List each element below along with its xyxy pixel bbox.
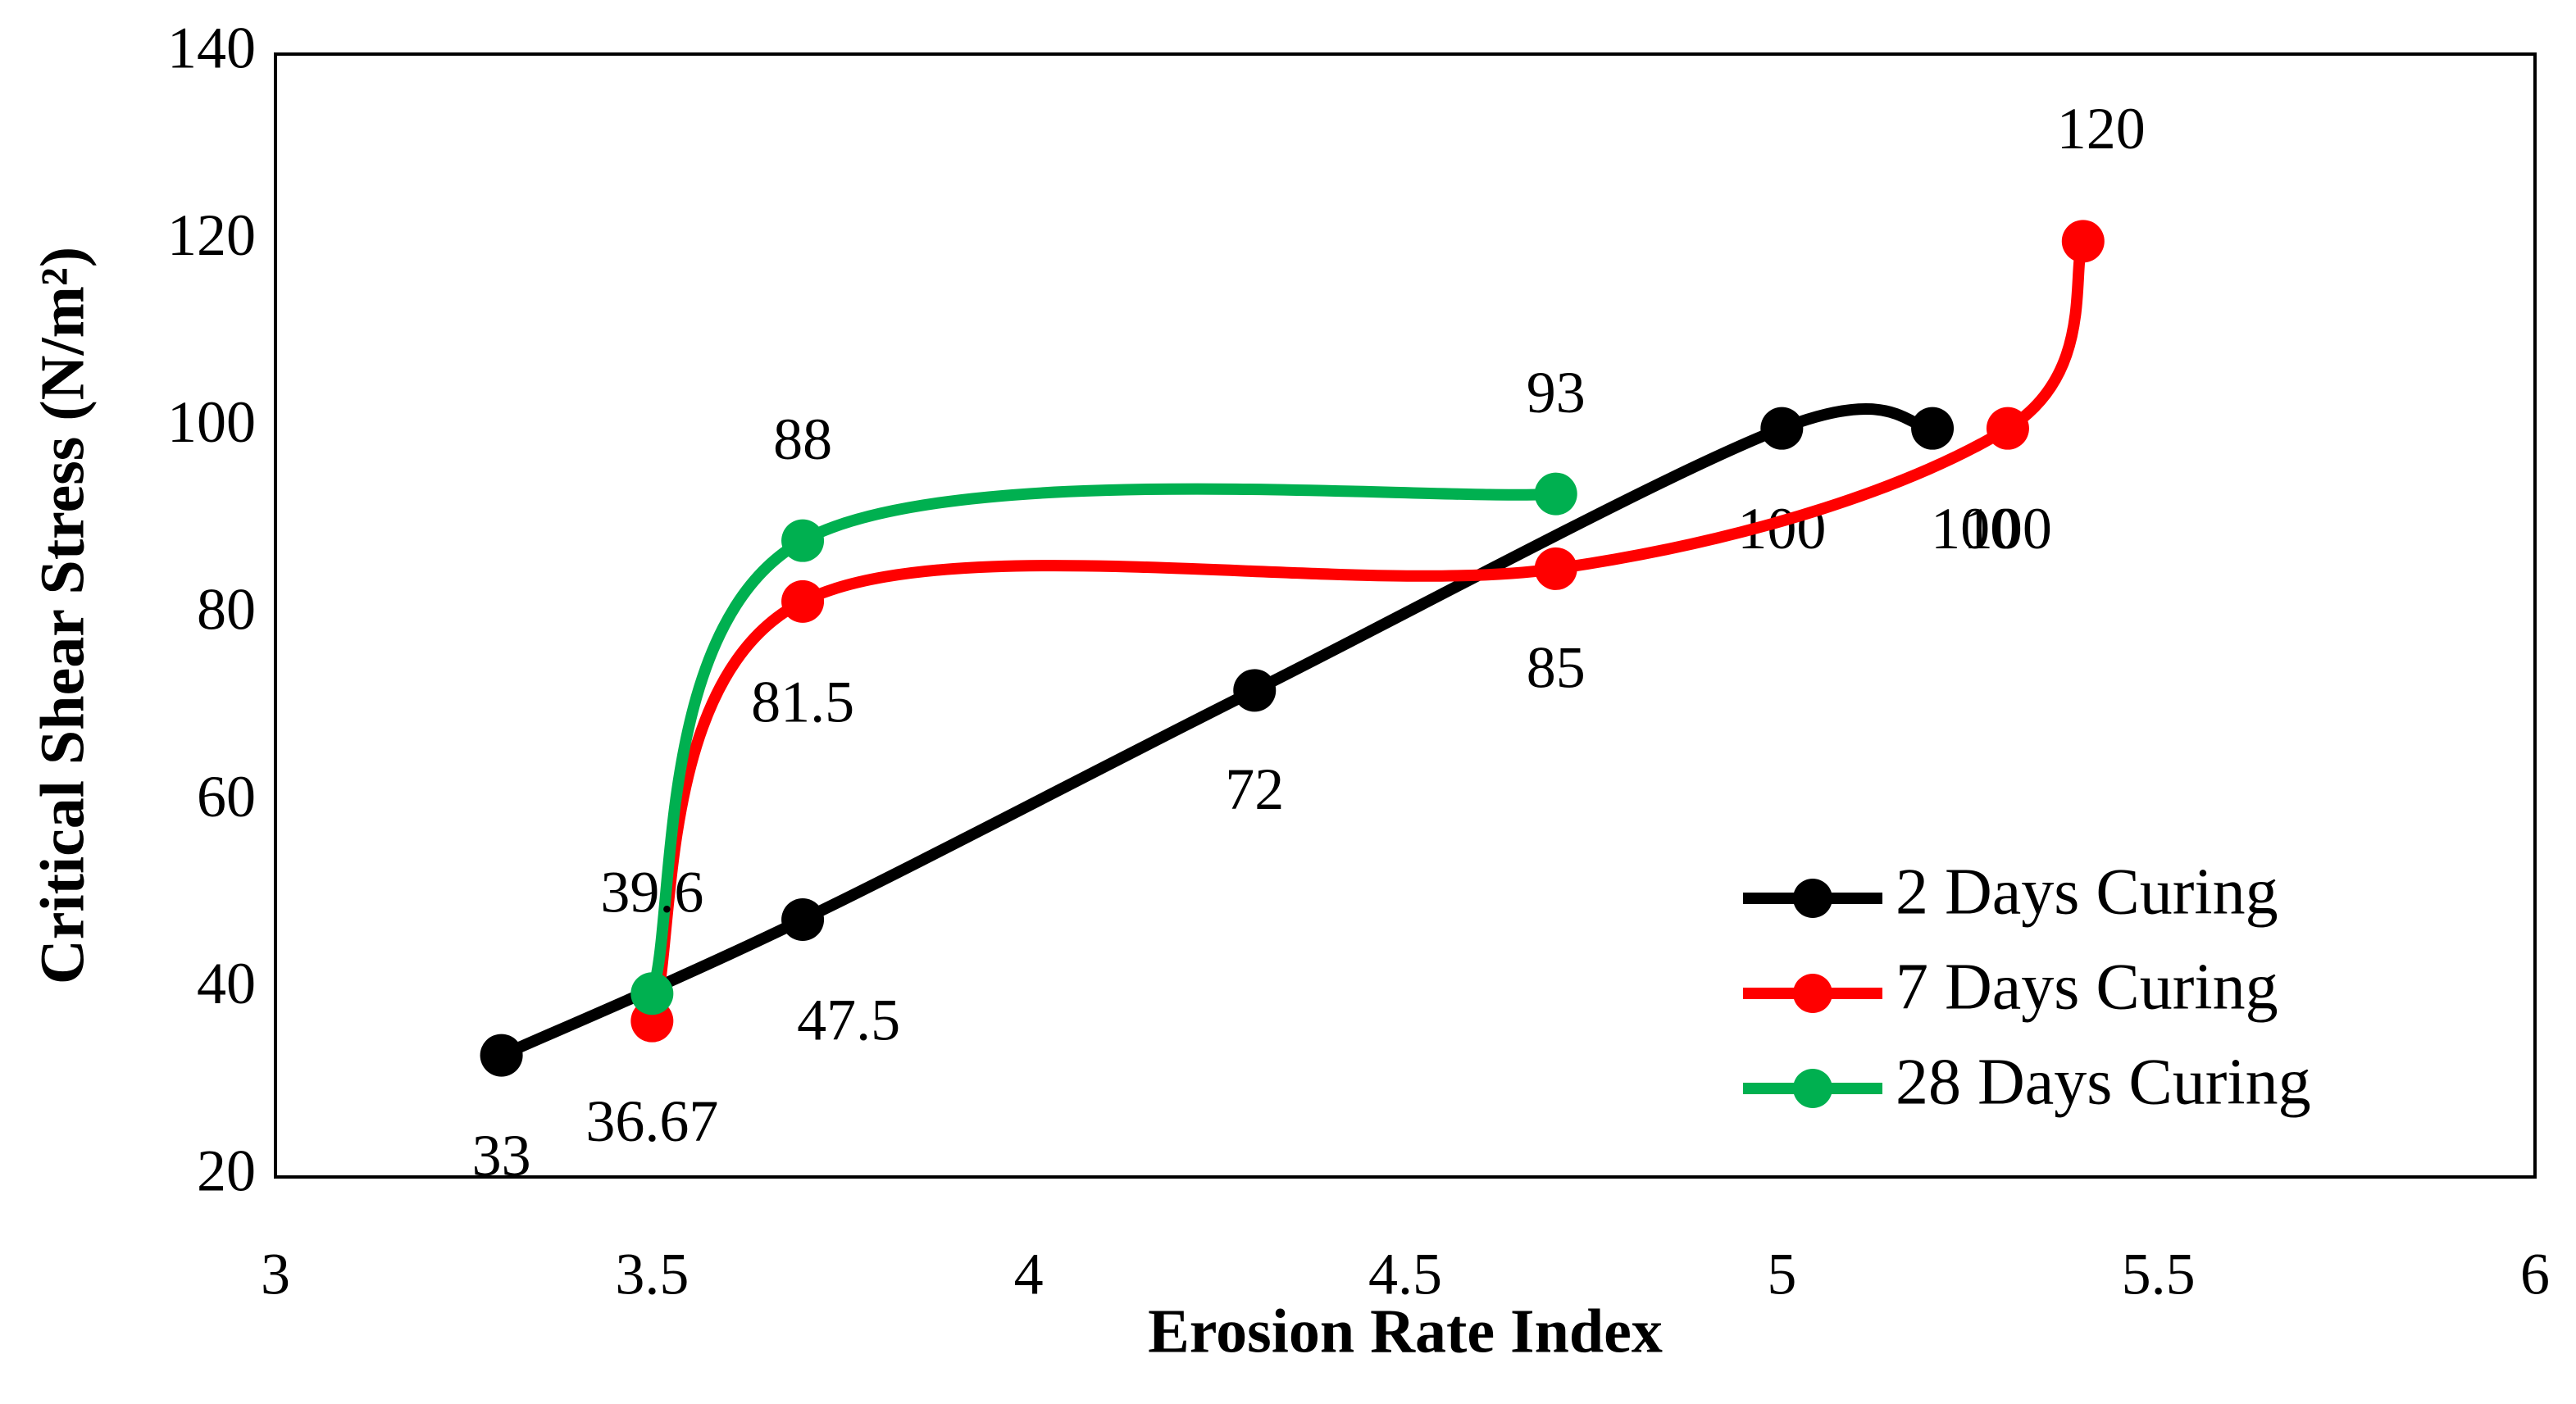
data-label: 36.67: [585, 1088, 718, 1154]
x-tick-label: 5.5: [2122, 1242, 2196, 1307]
y-tick-label: 20: [197, 1138, 256, 1204]
data-point: [1534, 472, 1577, 516]
y-tick-label: 80: [197, 577, 256, 643]
y-tick-label: 140: [167, 16, 256, 81]
data-point: [781, 579, 825, 623]
data-point: [1534, 547, 1577, 590]
x-tick-label: 4.5: [1368, 1242, 1442, 1307]
x-tick-label: 6: [2520, 1242, 2550, 1307]
data-label: 72: [1225, 757, 1284, 822]
data-label: 100: [1931, 496, 2019, 561]
data-label: 93: [1527, 360, 1586, 425]
legend-marker: [1793, 1069, 1832, 1108]
data-label: 85: [1527, 634, 1586, 700]
series-line: [646, 483, 1562, 1000]
y-axis-title: Critical Shear Stress (N/m²): [28, 247, 97, 984]
legend-label: 2 Days Curing: [1896, 856, 2278, 928]
data-label: 81.5: [751, 669, 854, 734]
legend-label: 28 Days Curing: [1896, 1046, 2311, 1118]
x-tick-label: 4: [1014, 1242, 1044, 1307]
legend-label: 7 Days Curing: [1896, 951, 2278, 1023]
y-tick-label: 100: [167, 389, 256, 455]
data-point: [1986, 407, 2029, 450]
y-tick-label: 60: [197, 764, 256, 829]
legend-marker: [1793, 974, 1832, 1013]
data-point: [630, 972, 674, 1016]
y-tick-label: 120: [167, 202, 256, 268]
x-tick-label: 3: [261, 1242, 290, 1307]
data-label: 120: [2057, 96, 2146, 161]
data-point: [781, 898, 825, 942]
data-point: [480, 1034, 523, 1077]
data-point: [1911, 407, 1955, 450]
x-axis-title: Erosion Rate Index: [1148, 1297, 1663, 1365]
data-point: [2061, 220, 2105, 263]
data-label: 39.6: [600, 860, 703, 925]
x-tick-label: 5: [1767, 1242, 1796, 1307]
x-tick-label: 3.5: [615, 1242, 689, 1307]
data-point: [1233, 669, 1277, 712]
data-label: 33: [472, 1123, 531, 1188]
y-tick-label: 40: [197, 951, 256, 1016]
series-line: [495, 403, 1939, 1061]
data-point: [1760, 407, 1804, 450]
data-label: 47.5: [797, 988, 900, 1053]
data-label: 100: [1964, 496, 2052, 561]
data-label: 88: [773, 407, 832, 472]
data-point: [781, 519, 825, 562]
legend-marker: [1793, 879, 1832, 918]
